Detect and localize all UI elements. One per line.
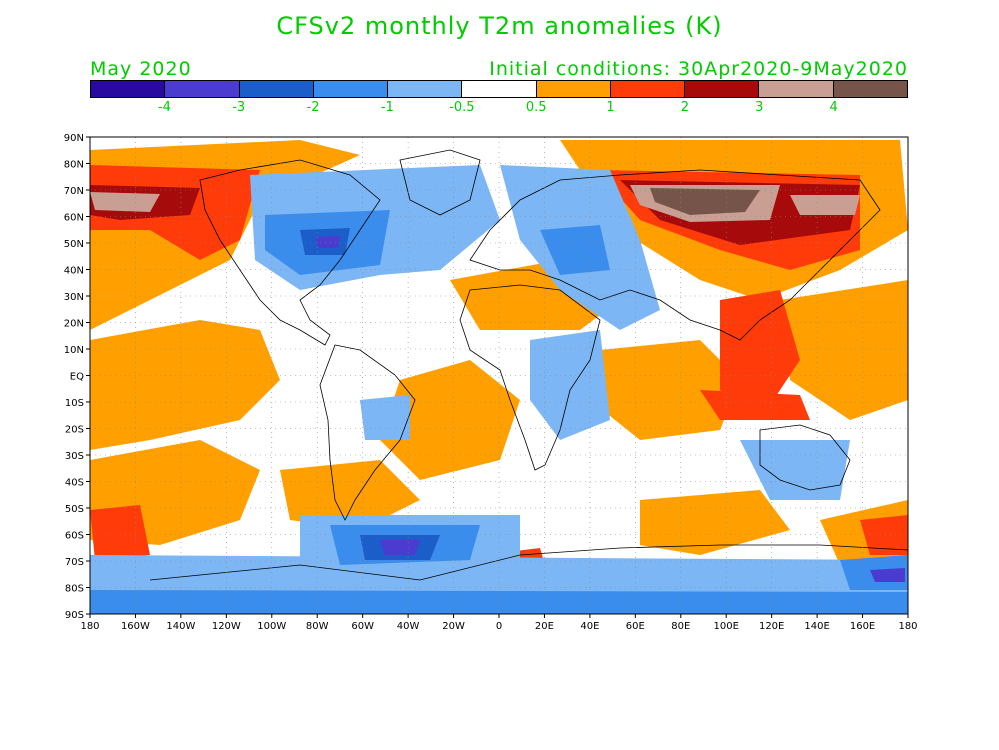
longitude-label: 20E [535, 621, 554, 632]
latitude-label: 70N [64, 186, 84, 197]
colorbar-label: -4 [157, 100, 171, 115]
extreme-hot-field [650, 188, 760, 215]
colorbar-label: 0.5 [525, 100, 547, 115]
latitude-label: EQ [70, 372, 84, 383]
warm-field [380, 360, 520, 480]
coast-greenland [399, 149, 481, 216]
latitude-label: 40N [64, 266, 84, 277]
hot-field [90, 505, 150, 560]
latitude-label: 50S [65, 504, 84, 515]
longitude-label: 160W [121, 621, 150, 632]
colorbar-swatch [91, 81, 166, 97]
colorbar [90, 80, 908, 98]
colorbar-label: 4 [829, 100, 838, 115]
colorbar-label: -0.5 [449, 100, 475, 115]
longitude-labels: 180 160W 140W 120W 100W 80W 60W 40W 20W 0 20E 40E 60… [80, 614, 918, 632]
longitude-label: 180 [80, 621, 99, 632]
latitude-label: 50N [64, 239, 84, 250]
longitude-label: 100W [257, 621, 286, 632]
longitude-label: 80W [306, 621, 329, 632]
longitude-label: 80E [671, 621, 690, 632]
colorbar-swatch [165, 81, 240, 97]
warm-field [590, 340, 740, 440]
longitude-label: 0 [496, 621, 502, 632]
longitude-label: 20W [442, 621, 465, 632]
anomaly-fields [90, 137, 908, 614]
colorbar-swatch [462, 81, 537, 97]
extreme-hot-field [90, 192, 160, 212]
longitude-label: 180 [898, 621, 917, 632]
longitude-label: 140E [804, 621, 829, 632]
forecast-month: May 2020 [90, 58, 192, 80]
latitude-label: 90N [64, 133, 84, 144]
colorbar-swatch [239, 81, 314, 97]
latitude-label: 10S [65, 398, 84, 409]
latitude-label: 80S [65, 584, 84, 595]
longitude-label: 160E [850, 621, 875, 632]
longitude-label: 100E [714, 621, 739, 632]
coast-africa [459, 284, 601, 471]
colorbar-labels: -4 -3 -2 -1 -0.5 0.5 1 2 3 4 [90, 100, 908, 118]
colorbar-swatch [610, 81, 686, 97]
longitude-label: 140W [166, 621, 195, 632]
latitude-label: 20N [64, 319, 84, 330]
cool-field [360, 395, 410, 440]
longitude-label: 40W [397, 621, 420, 632]
coastlines [149, 149, 909, 581]
map-title: CFSv2 monthly T2m anomalies (K) [276, 12, 723, 40]
cold-field [540, 225, 610, 275]
latitude-label: 10N [64, 345, 84, 356]
longitude-label: 120E [759, 621, 784, 632]
latitude-label: 20S [65, 425, 84, 436]
latitude-label: 30S [65, 451, 84, 462]
initial-conditions: Initial conditions: 30Apr2020-9May2020 [489, 58, 908, 80]
coast-south-america [319, 344, 416, 521]
colorbar-swatch [536, 81, 611, 97]
longitude-label: 60W [351, 621, 374, 632]
colorbar-label: -1 [380, 100, 394, 115]
latitude-label: 40S [65, 478, 84, 489]
warm-field [90, 320, 280, 450]
cold-field [380, 540, 420, 555]
latitude-label: 70S [65, 557, 84, 568]
cold-field [315, 236, 340, 248]
colorbar-label: 1 [606, 100, 615, 115]
colorbar-swatch [313, 81, 389, 97]
colorbar-swatch [759, 81, 834, 97]
coast-europe-asia [469, 169, 881, 341]
latitude-label: 60S [65, 531, 84, 542]
latitude-label: 30N [64, 292, 84, 303]
colorbar-label: 2 [680, 100, 690, 115]
warm-field [280, 460, 420, 530]
warm-field [640, 490, 790, 555]
longitude-label: 120W [212, 621, 241, 632]
colorbar-label: 3 [755, 100, 764, 115]
colorbar-swatch [388, 81, 463, 97]
colorbar-swatch [685, 81, 760, 97]
colorbar-label: -2 [306, 100, 320, 115]
colorbar-swatch [833, 81, 907, 97]
longitude-label: 40E [580, 621, 599, 632]
cold-field [870, 568, 905, 582]
warm-field [780, 280, 908, 420]
longitude-label: 60E [626, 621, 645, 632]
extreme-hot-field [790, 195, 860, 215]
latitude-label: 90S [65, 610, 84, 621]
hot-field [860, 515, 908, 555]
latitude-label: 60N [64, 213, 84, 224]
colorbar-label: -3 [232, 100, 246, 115]
latitude-label: 80N [64, 160, 84, 171]
hot-field [700, 390, 810, 420]
coast-north-america [199, 159, 381, 346]
latitude-labels: 90N 80N 70N 60N 50N 40N 30N 20N 10N EQ 10S 20S 30S 40… [64, 133, 90, 621]
coast-antarctica [149, 544, 909, 581]
cool-field [740, 440, 850, 500]
